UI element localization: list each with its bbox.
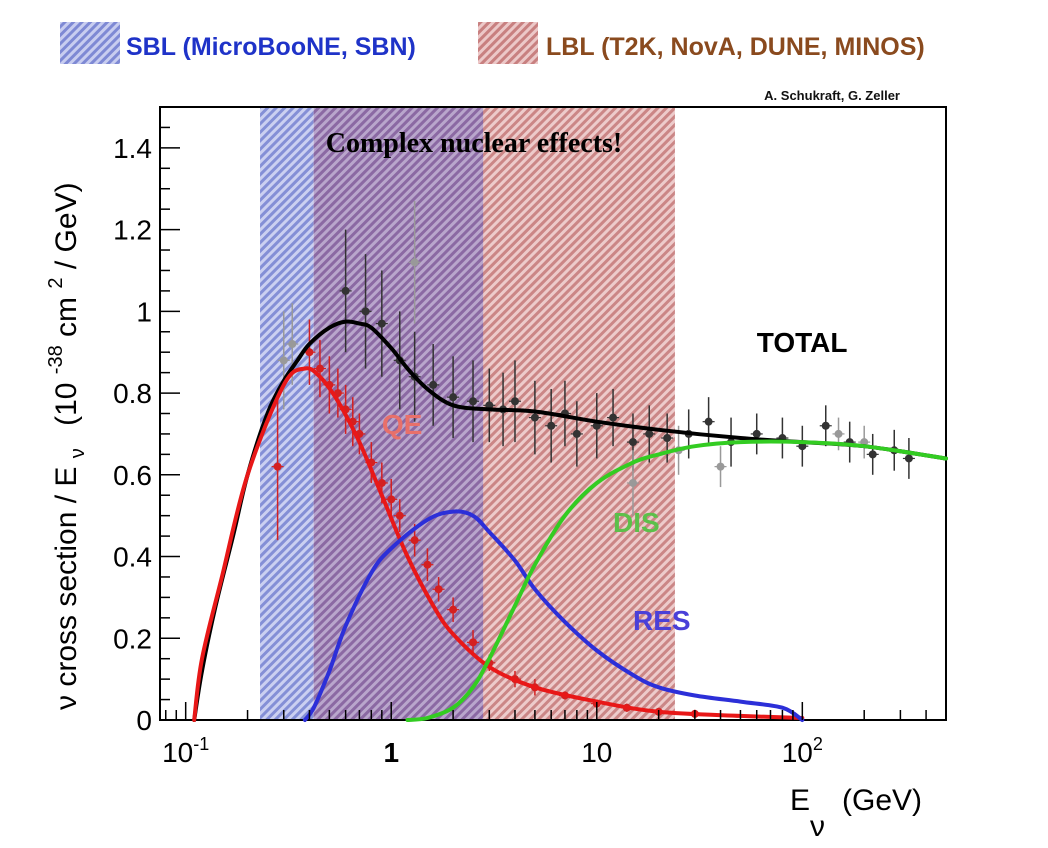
y-axis-label: ν cross section / E ν (10 -38 cm 2 / GeV… — [36, 182, 91, 710]
legend-swatch-lbl — [478, 22, 538, 64]
curve-qe — [192, 366, 805, 722]
data-point — [645, 429, 654, 438]
data-point — [279, 356, 288, 365]
data-point — [716, 462, 725, 471]
energy-bands — [260, 107, 675, 720]
x-axis-label-unit: (GeV) — [842, 784, 922, 817]
data-point — [904, 454, 913, 463]
legend: SBL (MicroBooNE, SBN) LBL (T2K, NovA, DU… — [60, 22, 925, 64]
y-axis-label-unit-mid: cm — [50, 297, 83, 337]
data-point — [628, 438, 637, 447]
y-axis-label-main: ν cross section / E — [50, 467, 83, 710]
data-point — [410, 258, 419, 267]
data-point — [547, 421, 556, 430]
y-axis-label-sub: ν — [67, 448, 89, 458]
data-point — [530, 413, 539, 422]
y-tick-label: 0.8 — [113, 378, 152, 409]
data-point — [341, 286, 350, 295]
data-point — [821, 421, 830, 430]
data-point — [663, 434, 672, 443]
series-label-dis: DIS — [613, 507, 660, 538]
chart-credit: A. Schukraft, G. Zeller — [764, 88, 900, 103]
x-tick-label: 10-1 — [162, 734, 209, 768]
series-label-total: TOTAL — [757, 327, 848, 358]
data-point — [305, 348, 314, 357]
data-point — [752, 429, 761, 438]
annotation-nuclear-effects: Complex nuclear effects! — [326, 128, 623, 159]
y-axis-label-unit-open: (10 — [50, 383, 83, 426]
data-point — [572, 429, 581, 438]
y-tick-label: 1.2 — [113, 215, 152, 246]
data-point — [510, 397, 519, 406]
y-axis-label-unit-exp2: 2 — [45, 277, 67, 288]
data-point — [609, 413, 618, 422]
data-point — [410, 536, 419, 545]
data-point — [387, 495, 396, 504]
data-point — [469, 397, 478, 406]
y-tick-label: 1.4 — [113, 133, 152, 164]
model-curves — [192, 319, 948, 722]
data-point — [361, 307, 370, 316]
data-point — [449, 605, 458, 614]
data-point — [395, 511, 404, 520]
band-overlap — [313, 107, 484, 720]
curve-dis — [405, 439, 948, 722]
y-axis-ticks: 0 0.2 0.4 0.6 0.8 1 1.2 1.4 — [113, 106, 180, 736]
y-axis-label-unit-exp: -38 — [45, 345, 67, 374]
x-tick-label: 1 — [383, 737, 399, 768]
series-labels: TOTAL QE RES DIS — [382, 327, 848, 636]
data-point — [469, 638, 478, 647]
y-tick-label: 1 — [136, 296, 152, 327]
series-label-qe: QE — [382, 409, 422, 440]
data-point — [377, 319, 386, 328]
data-point — [423, 560, 432, 569]
data-point — [273, 462, 282, 471]
data-point — [704, 417, 713, 426]
y-tick-label: 0.2 — [113, 623, 152, 654]
x-tick-label: 10 — [581, 737, 612, 768]
data-point — [868, 450, 877, 459]
y-axis-label-unit-close: / GeV) — [50, 182, 83, 269]
data-point — [377, 478, 386, 487]
y-tick-label: 0.6 — [113, 460, 152, 491]
x-axis-label-sub: ν — [810, 810, 825, 843]
curve-res — [302, 509, 805, 722]
x-axis-ticks: 10-1 1 10 102 — [162, 702, 947, 768]
y-tick-label: 0.4 — [113, 542, 152, 573]
data-point — [628, 478, 637, 487]
data-point — [315, 364, 324, 373]
x-axis-label: E — [790, 784, 810, 817]
data-point — [288, 340, 297, 349]
legend-swatch-sbl — [60, 22, 120, 64]
y-tick-label: 0 — [136, 705, 152, 736]
legend-label-sbl: SBL (MicroBooNE, SBN) — [126, 33, 416, 61]
x-tick-label: 102 — [782, 734, 823, 768]
legend-label-lbl: LBL (T2K, NovA, DUNE, MINOS) — [546, 33, 925, 61]
data-point — [834, 429, 843, 438]
x-axis-label-main: E — [790, 784, 810, 817]
series-label-res: RES — [633, 605, 691, 636]
data-point — [449, 393, 458, 402]
data-point — [429, 380, 438, 389]
data-point — [434, 585, 443, 594]
